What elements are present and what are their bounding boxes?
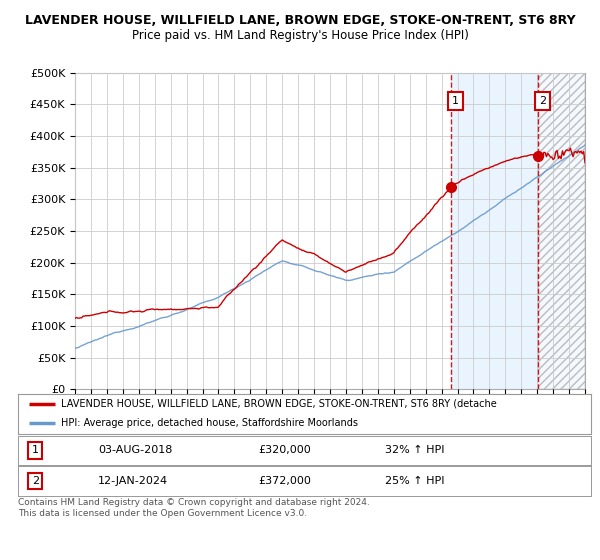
Text: £372,000: £372,000 — [259, 476, 311, 486]
Text: Contains HM Land Registry data © Crown copyright and database right 2024.
This d: Contains HM Land Registry data © Crown c… — [18, 498, 370, 518]
Text: 32% ↑ HPI: 32% ↑ HPI — [385, 445, 444, 455]
Bar — [451, 73, 538, 389]
Text: £320,000: £320,000 — [259, 445, 311, 455]
Text: 2: 2 — [32, 476, 39, 486]
Text: Price paid vs. HM Land Registry's House Price Index (HPI): Price paid vs. HM Land Registry's House … — [131, 29, 469, 42]
Bar — [538, 73, 585, 389]
Text: 25% ↑ HPI: 25% ↑ HPI — [385, 476, 444, 486]
Text: LAVENDER HOUSE, WILLFIELD LANE, BROWN EDGE, STOKE-ON-TRENT, ST6 8RY (detache: LAVENDER HOUSE, WILLFIELD LANE, BROWN ED… — [61, 399, 497, 409]
Text: 1: 1 — [32, 445, 38, 455]
Text: 1: 1 — [452, 96, 459, 106]
Text: 12-JAN-2024: 12-JAN-2024 — [98, 476, 169, 486]
Bar — [538, 73, 585, 389]
Text: 2: 2 — [539, 96, 546, 106]
Text: HPI: Average price, detached house, Staffordshire Moorlands: HPI: Average price, detached house, Staf… — [61, 418, 358, 428]
Text: 03-AUG-2018: 03-AUG-2018 — [98, 445, 173, 455]
Text: LAVENDER HOUSE, WILLFIELD LANE, BROWN EDGE, STOKE-ON-TRENT, ST6 8RY: LAVENDER HOUSE, WILLFIELD LANE, BROWN ED… — [25, 14, 575, 27]
